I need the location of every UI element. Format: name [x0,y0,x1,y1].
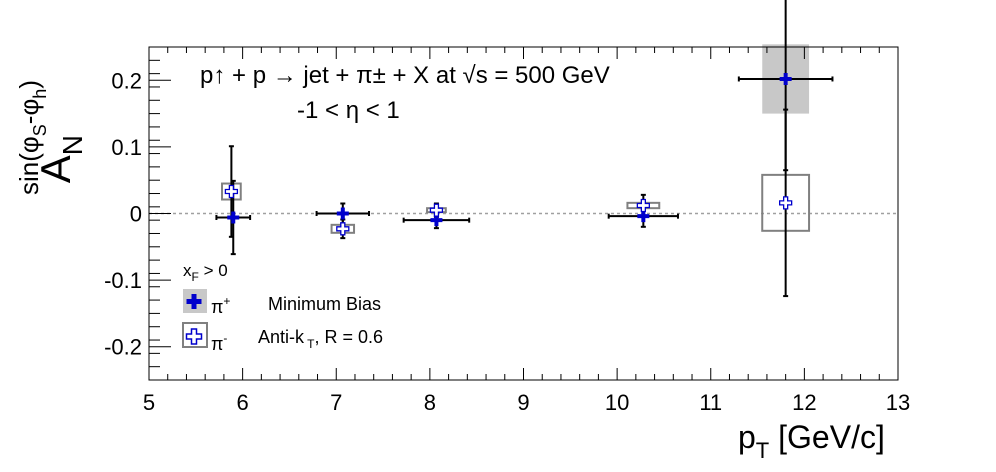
x-tick-label: 6 [237,390,249,415]
legend-pi-minus-marker [185,328,203,345]
y-axis-ticks: -0.2 -0.1 0 0.1 0.2 [104,46,171,381]
x-axis-ticks: 5 6 7 8 9 10 11 12 13 [143,47,910,415]
y-tick-label: 0 [130,202,142,227]
data-point-pi-minus [429,203,444,217]
data-point-pi-minus [636,198,650,213]
data-point-pi-minus [336,222,350,236]
legend-pi-minus-swatch [182,322,208,348]
legend-pi-plus-marker [186,294,202,309]
y-tick-label: -0.2 [104,335,142,360]
chart-title-line2: -1 < η < 1 [297,97,400,124]
chart-title-line1: p↑ + p → jet + π± + X at √s = 500 GeV [200,62,610,89]
data-point-pi-plus [779,72,792,85]
x-tick-label: 11 [699,390,722,415]
markers-layer [224,72,793,236]
data-point-pi-plus [430,214,443,227]
x-tick-label: 12 [792,390,816,415]
x-tick-label: 5 [143,390,155,415]
legend-header: xF > 0 [183,261,228,284]
x-tick-label: 9 [517,390,529,415]
y-tick-label: 0.1 [111,135,142,160]
y-tick-label: -0.1 [104,268,142,293]
legend-pi-plus-note: Minimum Bias [268,294,381,314]
legend-pi-minus-label: π- [211,331,227,354]
x-tick-label: 7 [330,390,342,415]
data-point-pi-minus [779,196,793,210]
data-point-pi-plus [336,207,349,220]
data-point-pi-plus [637,210,650,223]
y-tick-label: 0.2 [111,68,142,93]
x-tick-label: 13 [886,390,910,415]
x-tick-label: 8 [424,390,436,415]
x-tick-label: 10 [605,390,629,415]
data-point-pi-minus [224,184,239,199]
data-point-pi-plus [227,211,240,224]
